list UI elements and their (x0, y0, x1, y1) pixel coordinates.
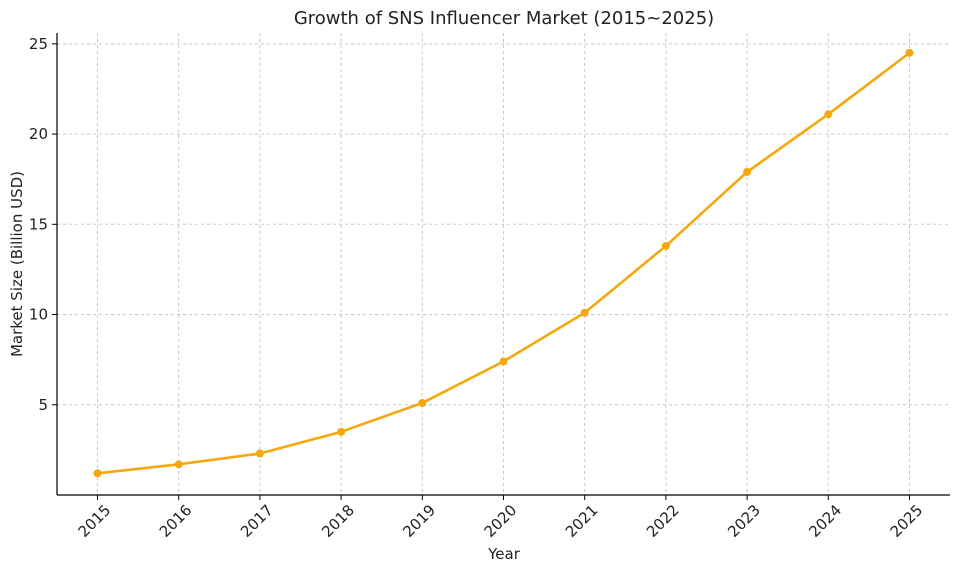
x-tick-label: 2017 (237, 501, 277, 541)
y-tick-label: 20 (29, 125, 48, 143)
data-point (743, 167, 752, 176)
data-point (174, 460, 183, 469)
chart-title: Growth of SNS Influencer Market (2015~20… (294, 8, 714, 29)
data-point (905, 48, 914, 57)
data-point (337, 427, 346, 436)
x-tick-label: 2023 (724, 501, 764, 541)
y-axis-label: Market Size (Billion USD) (8, 171, 26, 357)
data-point (499, 357, 508, 366)
x-tick-label: 2025 (887, 501, 927, 541)
y-tick-label: 10 (29, 306, 48, 324)
x-axis-label: Year (487, 545, 521, 563)
x-tick-label: 2021 (562, 501, 602, 541)
x-tick-label: 2015 (75, 501, 115, 541)
y-tick-label: 25 (29, 35, 48, 53)
y-tick-label: 15 (29, 215, 48, 233)
data-point (661, 241, 670, 250)
data-point (255, 449, 264, 458)
x-tick-label: 2022 (643, 501, 683, 541)
data-point (824, 110, 833, 119)
x-tick-label: 2024 (805, 501, 845, 541)
data-point (418, 398, 427, 407)
x-tick-label: 2016 (156, 501, 196, 541)
grid (57, 33, 950, 495)
x-tick-label: 2019 (399, 501, 439, 541)
x-tick-label: 2018 (318, 501, 358, 541)
data-point (93, 469, 102, 478)
y-tick-label: 5 (38, 396, 48, 414)
data-point (580, 308, 589, 317)
series (93, 48, 914, 478)
x-tick-label: 2020 (481, 501, 521, 541)
